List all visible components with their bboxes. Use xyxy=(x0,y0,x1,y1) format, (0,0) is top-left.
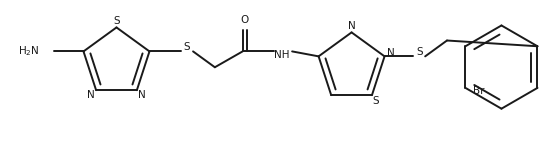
Text: S: S xyxy=(184,42,191,52)
Text: N: N xyxy=(87,90,95,100)
Text: Br: Br xyxy=(473,86,485,96)
Text: N: N xyxy=(387,48,395,58)
Text: S: S xyxy=(416,47,423,57)
Text: NH: NH xyxy=(274,50,290,60)
Text: N: N xyxy=(138,90,145,100)
Text: O: O xyxy=(240,15,249,25)
Text: H$_2$N: H$_2$N xyxy=(18,45,40,58)
Text: S: S xyxy=(113,16,120,27)
Text: N: N xyxy=(348,21,355,32)
Text: S: S xyxy=(372,96,379,106)
